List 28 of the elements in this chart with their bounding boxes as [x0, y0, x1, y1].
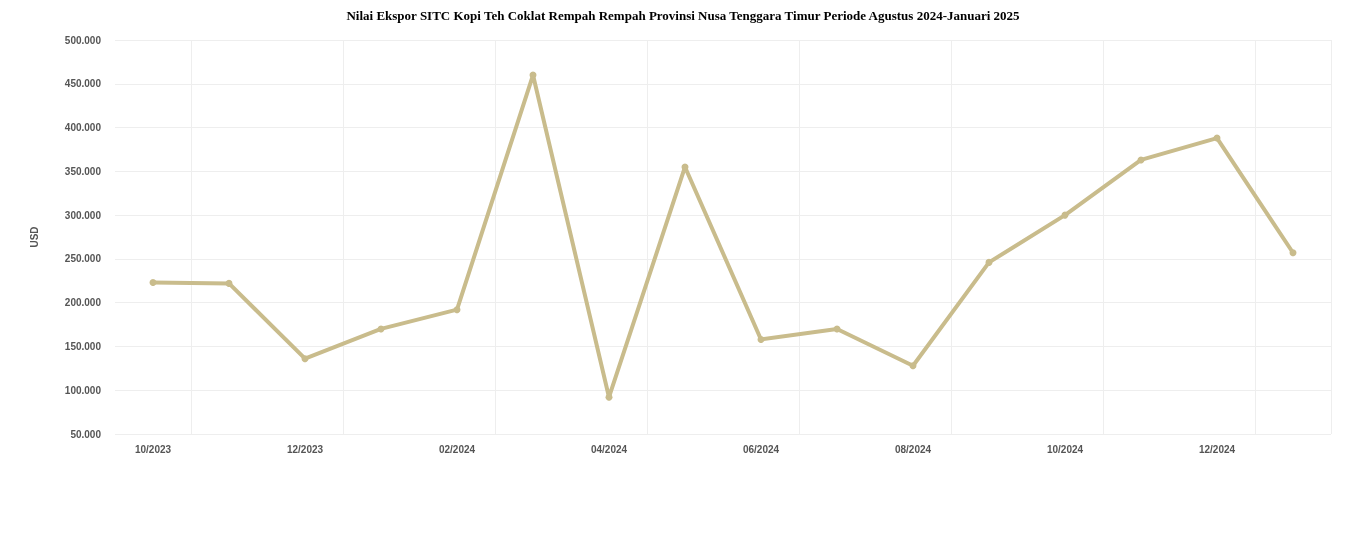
x-tick-label: 10/2024: [1046, 443, 1084, 455]
y-tick-label: 450.000: [64, 78, 102, 90]
y-tick-label: 150.000: [64, 340, 102, 352]
point: [453, 306, 461, 314]
y-tick-label: 350.000: [64, 165, 102, 177]
x-tick-label: 10/2023: [134, 443, 172, 455]
point: [301, 355, 309, 363]
y-tick-label: 200.000: [64, 297, 102, 309]
point: [985, 258, 993, 266]
x-tick-label: 12/2024: [1198, 443, 1236, 455]
y-tick-label: 50.000: [70, 428, 102, 440]
chart-title: Nilai Ekspor SITC Kopi Teh Coklat Rempah Rempah Provinsi Nusa Tenggara Timur Periode Agustus 2024-Januari 2025: [346, 8, 1021, 23]
y-axis-title: USD: [28, 226, 40, 248]
x-tick-label: 12/2023: [286, 443, 324, 455]
y-tick-label: 400.000: [64, 122, 102, 134]
y-tick-label: 250.000: [64, 253, 102, 265]
x-tick-label: 06/2024: [742, 443, 780, 455]
x-tick-label: 04/2024: [590, 443, 628, 455]
point: [149, 279, 157, 287]
y-tick-label: 500.000: [64, 34, 102, 46]
point: [225, 279, 233, 287]
point: [1289, 249, 1297, 257]
y-tick-label: 300.000: [64, 209, 102, 221]
point: [757, 335, 765, 343]
x-tick-label: 02/2024: [438, 443, 476, 455]
x-tick-label: 08/2024: [894, 443, 932, 455]
y-tick-label: 100.000: [64, 384, 102, 396]
point: [909, 362, 917, 370]
